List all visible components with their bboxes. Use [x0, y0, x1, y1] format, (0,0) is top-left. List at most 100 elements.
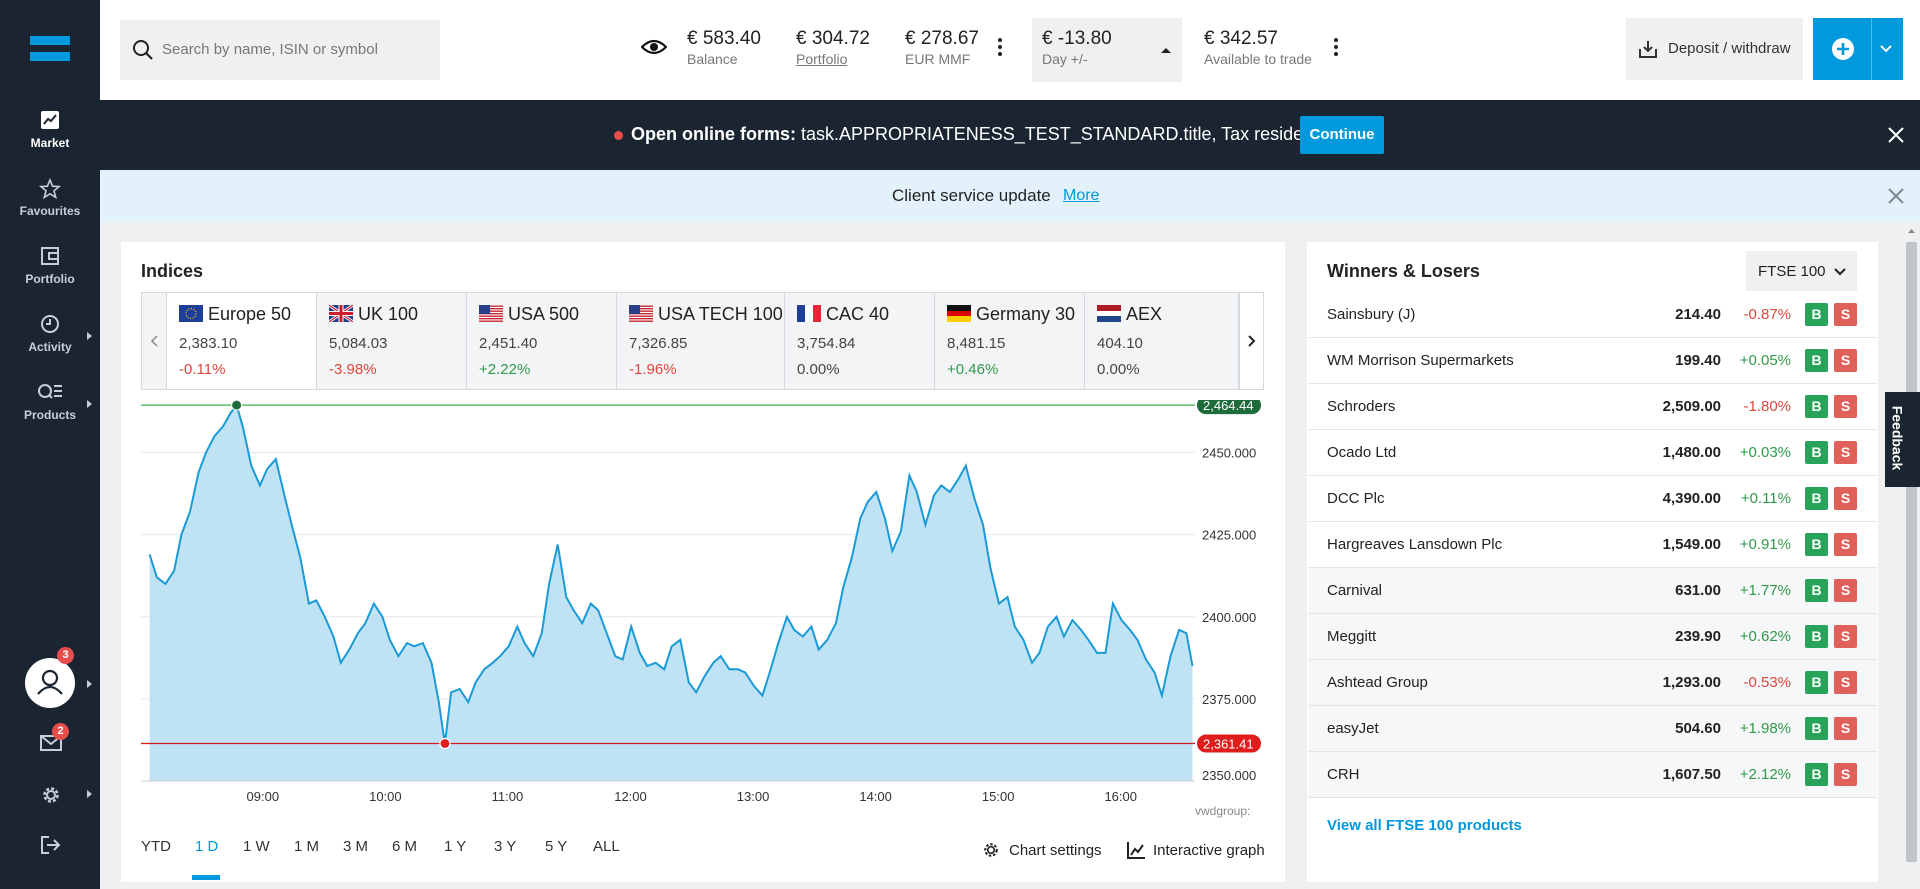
index-tab-europe-50[interactable]: Europe 50 2,383.10 -0.11%	[167, 293, 317, 389]
range-3y[interactable]: 3 Y	[494, 838, 517, 855]
product-name[interactable]: Meggitt	[1327, 628, 1377, 645]
winners-row[interactable]: Meggitt 239.90 +0.62% B S	[1308, 614, 1877, 660]
sidebar-item-portfolio[interactable]: Portfolio	[0, 246, 100, 306]
index-dropdown[interactable]: FTSE 100	[1746, 251, 1857, 291]
range-6m[interactable]: 6 M	[392, 838, 418, 855]
sell-button[interactable]: S	[1834, 349, 1857, 372]
sidebar-item-activity[interactable]: Activity	[0, 314, 100, 374]
mmf-label: EUR MMF	[905, 51, 971, 67]
sell-button[interactable]: S	[1834, 671, 1857, 694]
view-all-link[interactable]: View all FTSE 100 products	[1327, 817, 1522, 834]
product-name[interactable]: CRH	[1327, 766, 1360, 783]
range-1y[interactable]: 1 Y	[444, 838, 467, 855]
sell-button[interactable]: S	[1834, 441, 1857, 464]
winners-row[interactable]: Hargreaves Lansdown Plc 1,549.00 +0.91% B S	[1308, 522, 1877, 568]
winners-row[interactable]: CRH 1,607.50 +2.12% B S	[1308, 752, 1877, 798]
scroll-up-arrow-icon[interactable]	[1907, 228, 1916, 234]
winners-row[interactable]: Ashtead Group 1,293.00 -0.53% B S	[1308, 660, 1877, 706]
sell-button[interactable]: S	[1834, 579, 1857, 602]
index-tab-aex[interactable]: AEX 404.10 0.00%	[1085, 293, 1239, 389]
buy-button[interactable]: B	[1805, 349, 1828, 372]
deposit-withdraw-button[interactable]: Deposit / withdraw	[1626, 18, 1803, 80]
index-tab-germany-30[interactable]: Germany 30 8,481.15 +0.46%	[935, 293, 1085, 389]
app-logo[interactable]	[30, 36, 70, 62]
buy-button[interactable]: B	[1805, 717, 1828, 740]
day-change-box[interactable]: € -13.80 Day +/-	[1032, 18, 1182, 82]
range-1m[interactable]: 1 M	[294, 838, 320, 855]
new-order-button[interactable]	[1813, 18, 1903, 80]
buy-button[interactable]: B	[1805, 395, 1828, 418]
index-tab-cac-40[interactable]: CAC 40 3,754.84 0.00%	[785, 293, 935, 389]
sell-button[interactable]: S	[1834, 395, 1857, 418]
notice-more-link[interactable]: More	[1063, 187, 1100, 204]
feedback-tab[interactable]: Feedback	[1885, 392, 1920, 487]
sell-button[interactable]: S	[1834, 303, 1857, 326]
range-3m[interactable]: 3 M	[343, 838, 369, 855]
sell-button[interactable]: S	[1834, 717, 1857, 740]
messages-button[interactable]: 2	[40, 723, 69, 751]
interactive-graph-label: Interactive graph	[1153, 842, 1265, 859]
index-tab-usa-tech-100[interactable]: USA TECH 100 7,326.85 -1.96%	[617, 293, 785, 389]
continue-button[interactable]: Continue	[1300, 116, 1384, 154]
buy-button[interactable]: B	[1805, 303, 1828, 326]
product-name[interactable]: Schroders	[1327, 398, 1396, 415]
more-options-icon-2[interactable]	[1334, 38, 1338, 59]
product-name[interactable]: easyJet	[1327, 720, 1379, 737]
product-name[interactable]: Carnival	[1327, 582, 1383, 599]
sidebar-item-market[interactable]: Market	[0, 110, 100, 170]
product-name[interactable]: Ashtead Group	[1327, 674, 1428, 691]
winners-row[interactable]: easyJet 504.60 +1.98% B S	[1308, 706, 1877, 752]
logout-button[interactable]	[40, 835, 62, 860]
buy-button[interactable]: B	[1805, 671, 1828, 694]
settings-expand-arrow[interactable]	[87, 790, 92, 798]
portfolio-stat[interactable]: € 304.72 Portfolio	[796, 28, 870, 68]
chevron-down-icon[interactable]	[1880, 45, 1892, 53]
buy-button[interactable]: B	[1805, 441, 1828, 464]
search-input[interactable]: Search by name, ISIN or symbol	[162, 41, 378, 58]
winners-row[interactable]: Schroders 2,509.00 -1.80% B S	[1308, 384, 1877, 430]
tabs-next-button[interactable]	[1239, 293, 1263, 389]
tabs-prev-button[interactable]	[142, 293, 167, 389]
buy-button[interactable]: B	[1805, 625, 1828, 648]
index-value: 2,383.10	[179, 335, 238, 352]
sell-button[interactable]: S	[1834, 625, 1857, 648]
range-all[interactable]: ALL	[593, 838, 620, 855]
portfolio-value: € 304.72	[796, 28, 870, 49]
product-name[interactable]: Sainsbury (J)	[1327, 306, 1416, 323]
close-icon-notice[interactable]	[1887, 187, 1905, 205]
profile-avatar-button[interactable]: 3	[25, 647, 75, 708]
search-box[interactable]: Search by name, ISIN or symbol	[120, 20, 440, 80]
product-name[interactable]: WM Morrison Supermarkets	[1327, 352, 1514, 369]
portfolio-link[interactable]: Portfolio	[796, 51, 848, 67]
profile-expand-arrow[interactable]	[87, 680, 92, 688]
sidebar-item-favourites[interactable]: Favourites	[0, 177, 100, 238]
settings-button[interactable]	[40, 784, 62, 811]
sell-button[interactable]: S	[1834, 487, 1857, 510]
more-options-icon[interactable]	[998, 38, 1002, 59]
close-icon[interactable]	[1887, 126, 1905, 144]
range-1d[interactable]: 1 D	[195, 838, 219, 855]
winners-row[interactable]: Carnival 631.00 +1.77% B S	[1308, 568, 1877, 614]
toggle-visibility-button[interactable]	[640, 38, 668, 61]
sell-button[interactable]: S	[1834, 763, 1857, 786]
buy-button[interactable]: B	[1805, 763, 1828, 786]
winners-row[interactable]: Ocado Ltd 1,480.00 +0.03% B S	[1308, 430, 1877, 476]
buy-button[interactable]: B	[1805, 579, 1828, 602]
sidebar-item-products[interactable]: Products	[0, 382, 100, 442]
product-name[interactable]: Ocado Ltd	[1327, 444, 1397, 461]
sell-button[interactable]: S	[1834, 533, 1857, 556]
scroll-thumb[interactable]	[1906, 242, 1917, 862]
buy-button[interactable]: B	[1805, 487, 1828, 510]
winners-row[interactable]: DCC Plc 4,390.00 +0.11% B S	[1308, 476, 1877, 522]
index-tab-usa-500[interactable]: USA 500 2,451.40 +2.22%	[467, 293, 617, 389]
index-tab-uk-100[interactable]: UK 100 5,084.03 -3.98%	[317, 293, 467, 389]
buy-button[interactable]: B	[1805, 533, 1828, 556]
range-5y[interactable]: 5 Y	[545, 838, 568, 855]
product-name[interactable]: DCC Plc	[1327, 490, 1385, 507]
product-name[interactable]: Hargreaves Lansdown Plc	[1327, 536, 1503, 553]
range-1w[interactable]: 1 W	[243, 838, 270, 855]
range-ytd[interactable]: YTD	[141, 838, 171, 855]
winners-row[interactable]: WM Morrison Supermarkets 199.40 +0.05% B S	[1308, 338, 1877, 384]
winners-row[interactable]: Sainsbury (J) 214.40 -0.87% B S	[1308, 292, 1877, 338]
index-chart[interactable]: 2450.000 2425.000 2400.000 2375.000 2350.000…	[141, 400, 1265, 820]
